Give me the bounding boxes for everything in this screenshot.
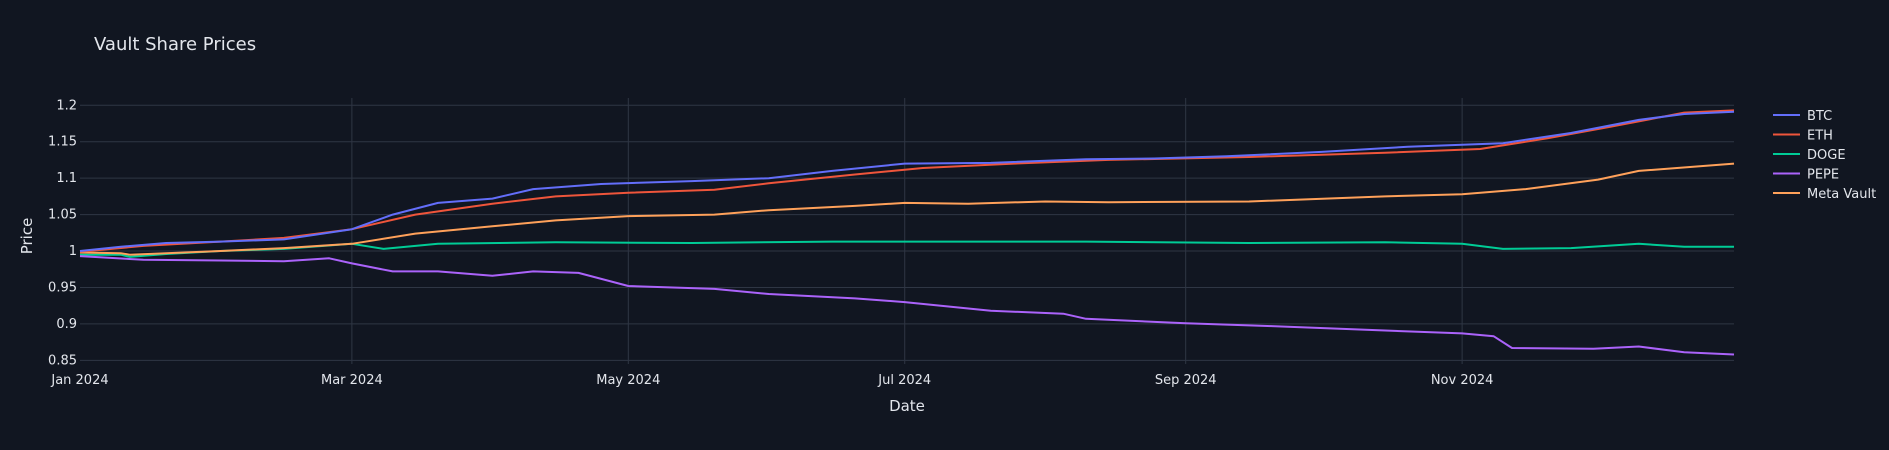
y-tick-label: 1.05	[48, 208, 77, 223]
legend: BTC ETH DOGE PEPE Meta Vault	[1773, 109, 1876, 202]
y-tick-label: 0.95	[48, 280, 77, 295]
x-tick-label: Jan 2024	[50, 373, 108, 388]
y-tick-label: 1	[69, 244, 77, 259]
series-line-eth	[79, 109, 1735, 253]
legend-label: PEPE	[1807, 168, 1839, 183]
legend-label: ETH	[1807, 129, 1833, 144]
legend-label: BTC	[1807, 109, 1832, 124]
y-tick-label: 1.1	[56, 171, 77, 186]
y-axis-ticks: 0.85 0.9 0.95 1 1.05 1.1 1.15 1.2	[48, 98, 77, 368]
series-line-btc	[79, 110, 1735, 252]
legend-label: Meta Vault	[1807, 187, 1876, 202]
series-line-meta-vault	[79, 162, 1735, 256]
y-tick-label: 1.15	[48, 135, 77, 150]
y-tick-label: 0.9	[56, 317, 77, 332]
x-tick-label: Sep 2024	[1155, 373, 1217, 388]
x-tick-label: Nov 2024	[1431, 373, 1494, 388]
y-tick-label: 0.85	[48, 353, 77, 368]
y-axis-title: Price	[18, 218, 36, 255]
legend-label: DOGE	[1807, 148, 1846, 163]
series-line-doge	[80, 240, 1734, 258]
grid-layer	[80, 98, 1734, 364]
series-line-pepe	[79, 255, 1735, 356]
x-tick-label: May 2024	[596, 373, 660, 388]
series-layer	[79, 109, 1735, 356]
x-axis-ticks: Jan 2024 Mar 2024 May 2024 Jul 2024 Sep 2024…	[50, 373, 1493, 388]
y-tick-label: 1.2	[56, 98, 77, 113]
x-axis-title: Date	[889, 397, 925, 415]
chart-title: Vault Share Prices	[94, 34, 256, 55]
x-tick-label: Mar 2024	[321, 373, 383, 388]
x-tick-label: Jul 2024	[877, 373, 931, 388]
